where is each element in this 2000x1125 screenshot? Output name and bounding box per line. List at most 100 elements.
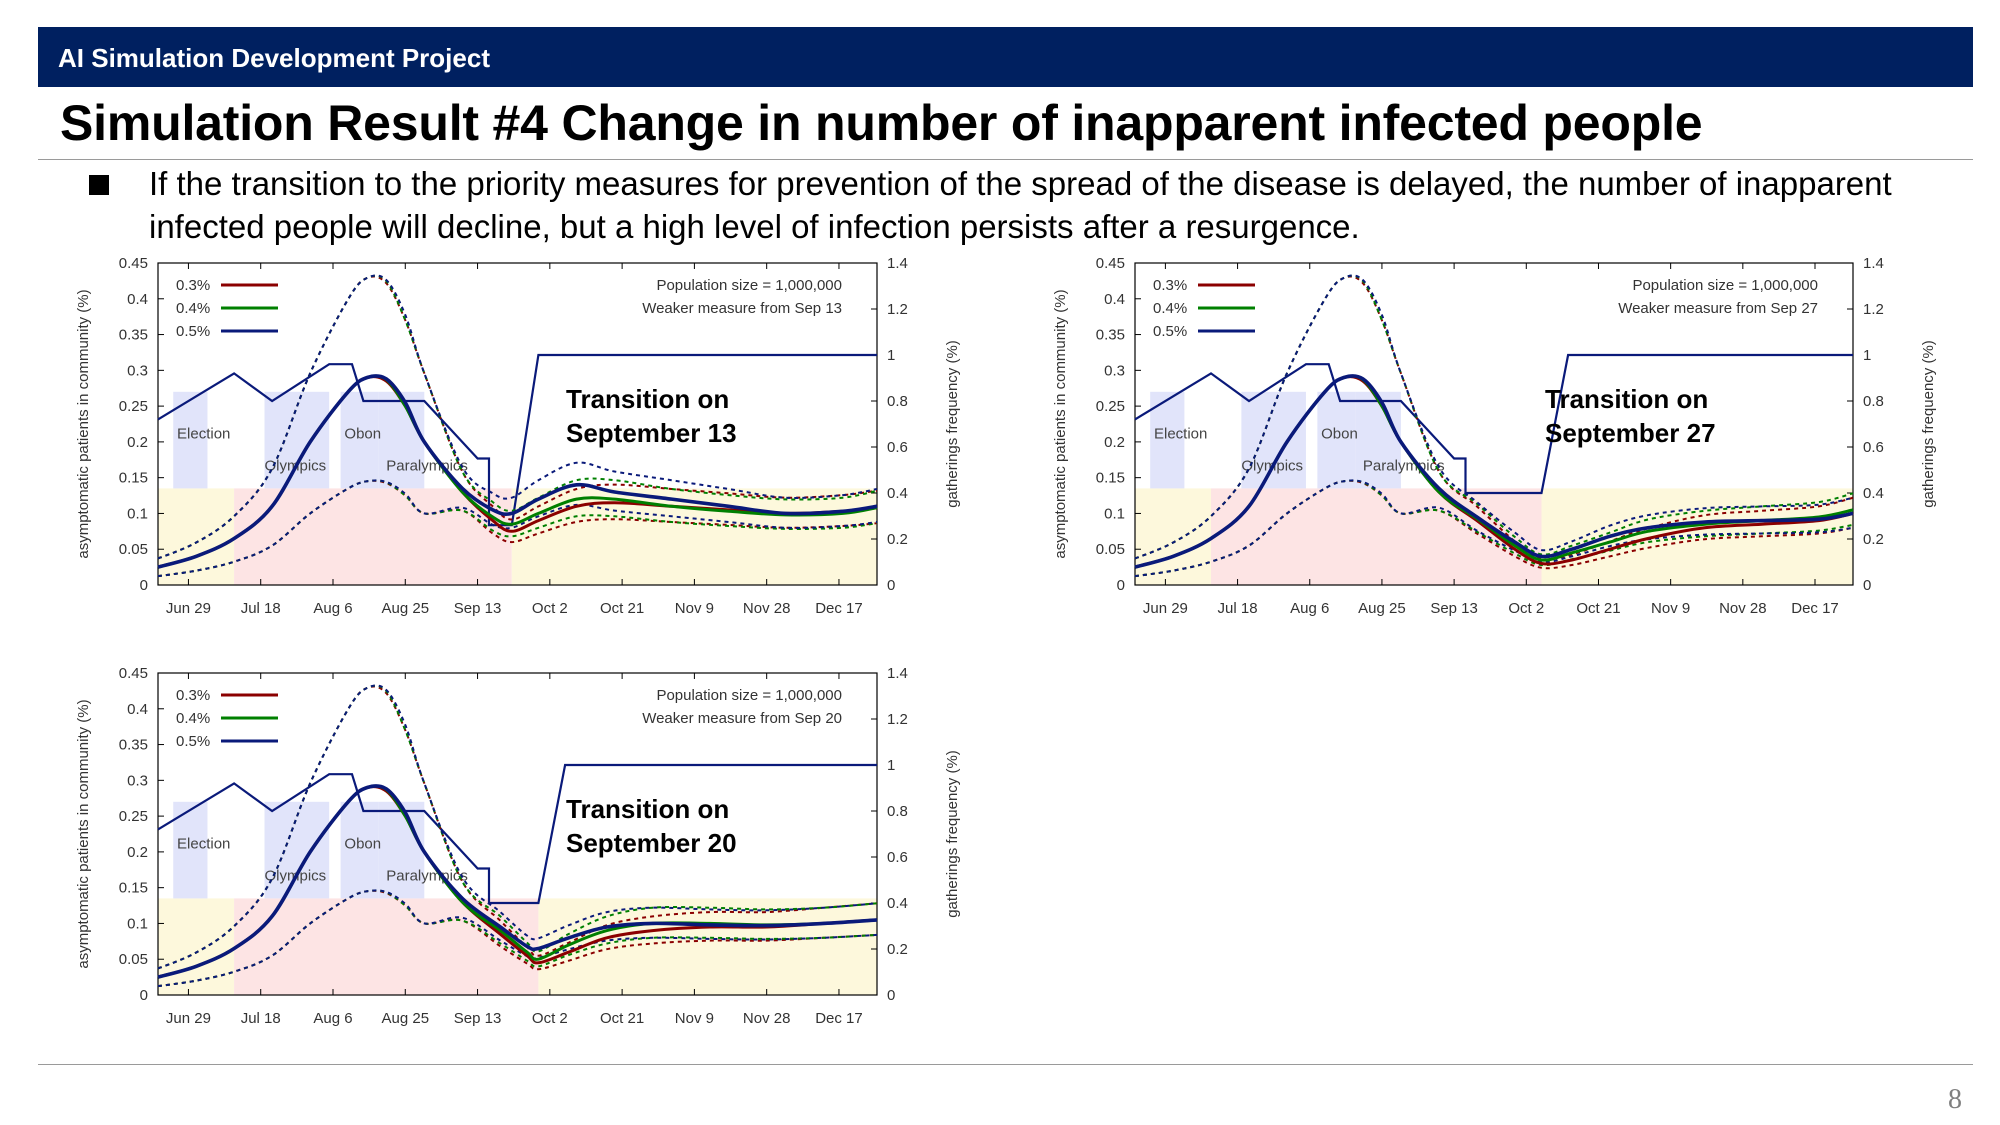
event-label-obon: Obon bbox=[1321, 425, 1358, 442]
x-tick-label: Aug 25 bbox=[382, 600, 430, 617]
x-tick-label: Oct 21 bbox=[1576, 600, 1620, 617]
event-box-obon bbox=[340, 391, 379, 489]
x-tick-label: Nov 28 bbox=[743, 1010, 791, 1027]
y2-tick-label: 0.8 bbox=[887, 803, 908, 820]
y2-tick-label: 0.2 bbox=[887, 941, 908, 958]
x-tick-label: Dec 17 bbox=[1791, 600, 1839, 617]
series-lower-bound bbox=[1134, 479, 1854, 578]
page-number: 8 bbox=[1948, 1084, 1962, 1115]
event-box-paralympics bbox=[378, 801, 425, 899]
y2-tick-label: 0.8 bbox=[1863, 393, 1884, 410]
y2-tick-label: 0.6 bbox=[1863, 439, 1884, 456]
x-tick-label: Aug 25 bbox=[1358, 600, 1406, 617]
bg-band-measures bbox=[1210, 488, 1542, 585]
plot-frame bbox=[157, 672, 878, 996]
transition-annotation: September 20 bbox=[566, 828, 737, 858]
event-label-election: Election bbox=[177, 835, 230, 852]
y2-tick-label: 0.4 bbox=[1863, 485, 1884, 502]
y-tick-label: 0.2 bbox=[127, 844, 148, 861]
y2-tick-label: 0.4 bbox=[887, 895, 908, 912]
y-axis-title: asymptomatic patients in community (%) bbox=[75, 289, 92, 558]
slide-title: Simulation Result #4 Change in number of… bbox=[60, 95, 1703, 151]
event-label-obon: Obon bbox=[344, 835, 381, 852]
gathering-frequency-line bbox=[1134, 353, 1853, 495]
transition-annotation: September 13 bbox=[566, 418, 737, 448]
y-tick-label: 0.45 bbox=[119, 665, 148, 682]
legend-label: 0.5% bbox=[1153, 323, 1187, 340]
legend-label: 0.3% bbox=[176, 687, 210, 704]
bullet-text: If the transition to the priority measur… bbox=[149, 165, 1892, 245]
event-box-obon bbox=[340, 801, 379, 899]
y-tick-label: 0.15 bbox=[1096, 470, 1125, 487]
gathering-frequency-line bbox=[157, 763, 877, 905]
event-box-olympics bbox=[264, 801, 330, 899]
info-text: Population size = 1,000,000 bbox=[656, 277, 842, 294]
series-line-0-5pct bbox=[157, 374, 878, 569]
x-tick-label: Nov 9 bbox=[1651, 600, 1690, 617]
y-tick-label: 0.15 bbox=[119, 880, 148, 897]
y2-tick-label: 1 bbox=[1863, 347, 1871, 364]
y-tick-label: 0.2 bbox=[1104, 434, 1125, 451]
x-tick-label: Jun 29 bbox=[166, 1010, 211, 1027]
x-tick-label: Nov 28 bbox=[743, 600, 791, 617]
y-tick-label: 0.4 bbox=[1104, 291, 1125, 308]
bg-band-measures bbox=[234, 488, 512, 585]
info-text: Weaker measure from Sep 13 bbox=[642, 300, 842, 317]
legend-label: 0.5% bbox=[176, 733, 210, 750]
series-line-0-5pct bbox=[157, 784, 878, 979]
x-tick-label: Jul 18 bbox=[1218, 600, 1258, 617]
series-upper-bound bbox=[157, 274, 878, 560]
series-upper-bound bbox=[157, 275, 878, 560]
legend-label: 0.4% bbox=[1153, 300, 1187, 317]
y-tick-label: 0 bbox=[140, 987, 148, 1004]
y2-tick-label: 0 bbox=[887, 987, 895, 1004]
x-tick-label: Aug 6 bbox=[1290, 600, 1329, 617]
transition-annotation: Transition on bbox=[1545, 384, 1708, 414]
y-tick-label: 0.3 bbox=[1104, 362, 1125, 379]
footer-divider bbox=[38, 1064, 1973, 1065]
y2-tick-label: 1.4 bbox=[1863, 255, 1884, 272]
x-tick-label: Aug 6 bbox=[313, 1010, 352, 1027]
y-tick-label: 0.3 bbox=[127, 362, 148, 379]
event-label-election: Election bbox=[177, 425, 230, 442]
y-tick-label: 0.1 bbox=[127, 505, 148, 522]
x-tick-label: Oct 2 bbox=[532, 1010, 568, 1027]
y-tick-label: 0.25 bbox=[1096, 398, 1125, 415]
info-text: Weaker measure from Sep 20 bbox=[642, 710, 842, 727]
title-divider bbox=[38, 159, 1973, 160]
plot-frame bbox=[1134, 262, 1854, 586]
series-upper-bound bbox=[157, 684, 878, 970]
y-tick-label: 0.35 bbox=[119, 737, 148, 754]
y-tick-label: 0.35 bbox=[1096, 327, 1125, 344]
y2-tick-label: 1.2 bbox=[887, 301, 908, 318]
bg-band-early bbox=[158, 488, 235, 585]
info-text: Weaker measure from Sep 27 bbox=[1618, 300, 1818, 317]
y2-axis-title: gatherings frequency (%) bbox=[944, 340, 961, 508]
y-tick-label: 0.3 bbox=[127, 772, 148, 789]
y-tick-label: 0.2 bbox=[127, 434, 148, 451]
y2-tick-label: 0 bbox=[1863, 577, 1871, 594]
series-upper-bound bbox=[157, 685, 878, 970]
x-tick-label: Jul 18 bbox=[241, 1010, 281, 1027]
y2-tick-label: 1 bbox=[887, 757, 895, 774]
y2-axis-title: gatherings frequency (%) bbox=[1920, 340, 1937, 508]
y-tick-label: 0.25 bbox=[119, 398, 148, 415]
project-title: AI Simulation Development Project bbox=[58, 43, 490, 73]
y2-tick-label: 0.2 bbox=[1863, 531, 1884, 548]
event-box-paralympics bbox=[1355, 391, 1401, 489]
y2-tick-label: 1.4 bbox=[887, 255, 908, 272]
x-tick-label: Aug 25 bbox=[382, 1010, 430, 1027]
y2-tick-label: 0.2 bbox=[887, 531, 908, 548]
legend-label: 0.3% bbox=[1153, 277, 1187, 294]
x-tick-label: Sep 13 bbox=[454, 600, 502, 617]
y-axis-title: asymptomatic patients in community (%) bbox=[75, 699, 92, 968]
y-axis-title: asymptomatic patients in community (%) bbox=[1052, 289, 1069, 558]
y2-tick-label: 0 bbox=[887, 577, 895, 594]
y-tick-label: 0.1 bbox=[127, 915, 148, 932]
legend-label: 0.5% bbox=[176, 323, 210, 340]
x-tick-label: Nov 9 bbox=[675, 1010, 714, 1027]
x-tick-label: Oct 2 bbox=[1508, 600, 1544, 617]
transition-annotation: Transition on bbox=[566, 384, 729, 414]
x-tick-label: Oct 21 bbox=[600, 600, 644, 617]
